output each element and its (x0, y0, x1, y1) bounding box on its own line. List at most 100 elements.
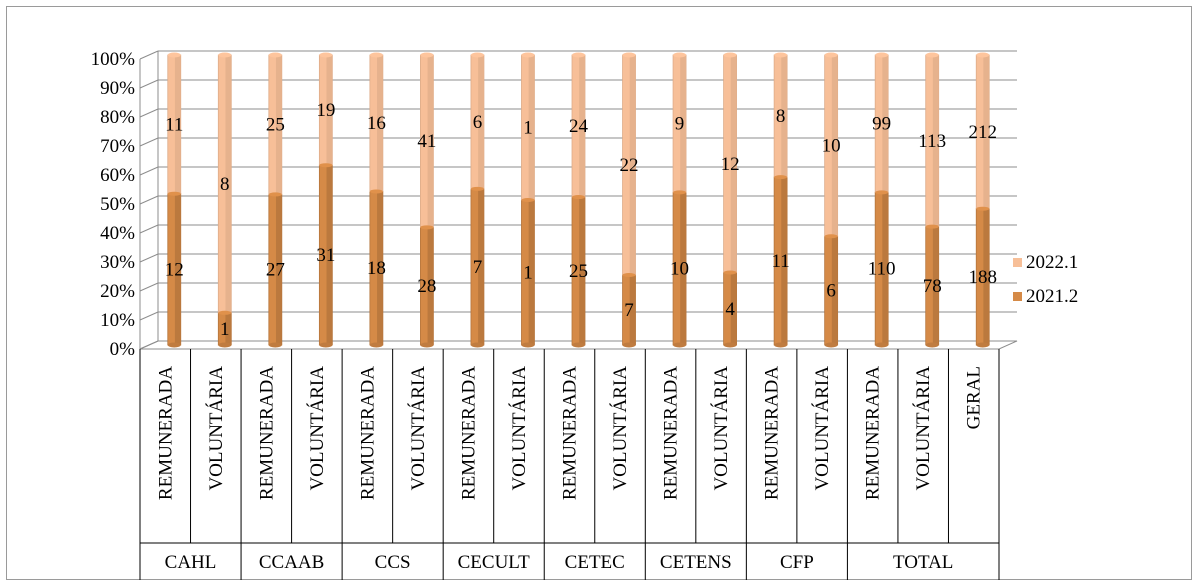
y-tick-label: 90% (100, 78, 135, 99)
data-label-2021-2: 6 (826, 281, 836, 302)
x-group-label: CAHL (165, 552, 217, 573)
bar-2022-1-top (824, 52, 838, 58)
bar-2021-2-base (723, 342, 737, 348)
bar-2022-1-top (976, 52, 990, 58)
data-label-2021-2: 11 (771, 251, 789, 272)
bar-2022-1-top (572, 52, 585, 58)
side-wall-gridline (139, 108, 159, 118)
bar-segment-joint (218, 310, 232, 315)
x-category-label: REMUNERADA (256, 366, 277, 500)
x-category-label: VOLUNTÁRIA (710, 366, 732, 491)
data-label-2021-2: 12 (165, 259, 184, 280)
data-label-2021-2: 27 (266, 260, 285, 281)
bar-segment-joint (420, 225, 434, 230)
x-category-label: REMUNERADA (762, 366, 783, 500)
bar-2022-1-top (521, 52, 535, 58)
x-category-label: REMUNERADA (863, 366, 884, 500)
bar-2021-2-shade (932, 226, 939, 345)
bar-segment-joint (976, 206, 990, 211)
bar-2021-2-shade (174, 193, 181, 345)
bar-2021-2-shade (983, 208, 990, 345)
bar-2021-2-base (824, 342, 838, 348)
data-label-2021-2: 31 (316, 245, 335, 266)
bar-2022-1-top (420, 52, 434, 58)
bar-2021-2-base (673, 342, 687, 348)
data-label-2022-1: 11 (165, 114, 183, 135)
y-tick-label: 60% (100, 165, 135, 186)
bar-2022-1-top (774, 52, 788, 58)
data-label-2022-1: 8 (776, 106, 786, 127)
bar-2021-2-shade (680, 192, 687, 345)
data-label-2021-2: 110 (868, 259, 896, 280)
data-label-2022-1: 10 (822, 136, 841, 157)
bar-2021-2-shade (275, 194, 282, 345)
data-label-2021-2: 28 (417, 276, 436, 297)
x-category-label: REMUNERADA (661, 366, 682, 500)
x-category-label: VOLUNTÁRIA (508, 366, 530, 491)
x-category-label: REMUNERADA (155, 366, 176, 500)
bar-segment-joint (824, 234, 838, 239)
x-category-label: REMUNERADA (560, 366, 581, 500)
data-label-2022-1: 24 (569, 116, 589, 137)
y-tick-label: 100% (91, 49, 136, 70)
data-label-2021-2: 1 (523, 263, 533, 284)
x-group-label: CCAAB (259, 552, 324, 573)
data-label-2022-1: 41 (417, 131, 436, 152)
bar-2022-1-top (218, 52, 232, 58)
data-label-2022-1: 212 (968, 122, 997, 143)
bar-2021-2-base (521, 342, 535, 348)
x-category-label: VOLUNTÁRIA (609, 366, 631, 491)
legend-swatch (1013, 292, 1022, 301)
bar-2022-1-top (470, 52, 484, 58)
bar-segment-joint (268, 192, 282, 197)
bar-2022-1-shade (174, 55, 181, 194)
side-wall-gridline (139, 224, 159, 234)
bar-2021-2-shade (579, 197, 585, 345)
data-label-2022-1: 113 (918, 131, 946, 152)
bar-2021-2-shade (478, 188, 484, 345)
x-group-label: CETENS (660, 552, 732, 573)
bar-2022-1-top (673, 52, 687, 58)
bar-2022-1-shade (579, 55, 585, 198)
data-label-2022-1: 25 (266, 115, 285, 136)
x-group-label: TOTAL (893, 552, 953, 573)
x-category-label: VOLUNTÁRIA (205, 366, 227, 491)
bar-2021-2-shade (831, 236, 838, 345)
bar-2022-1-shade (983, 55, 990, 209)
data-label-2021-2: 18 (367, 258, 386, 279)
bar-2021-2-base (925, 342, 939, 348)
bar-2021-2-base (420, 342, 434, 348)
bar-segment-joint (369, 189, 383, 194)
bar-2021-2-shade (427, 227, 434, 345)
data-label-2022-1: 6 (473, 112, 483, 133)
x-category-label: REMUNERADA (357, 366, 378, 500)
bar-2021-2-base (976, 342, 990, 348)
bar-segment-joint (673, 190, 687, 195)
bar-2022-1-shade (326, 55, 333, 166)
bar-segment-joint (774, 175, 788, 180)
y-tick-label: 70% (100, 136, 135, 157)
bar-2022-1-top (167, 52, 181, 58)
bar-2022-1-shade (377, 55, 383, 192)
data-label-2022-1: 9 (675, 114, 685, 135)
data-label-2022-1: 8 (220, 174, 230, 195)
data-label-2021-2: 10 (670, 259, 689, 280)
data-label-2021-2: 7 (473, 257, 483, 278)
bar-2021-2-base (319, 342, 333, 348)
x-category-label: VOLUNTÁRIA (407, 366, 429, 491)
legend-label: 2022.1 (1026, 252, 1078, 273)
bar-segment-joint (925, 224, 939, 229)
bar-2022-1-shade (932, 55, 939, 227)
data-label-2022-1: 19 (316, 100, 335, 121)
side-wall-gridline (139, 79, 159, 89)
bar-segment-joint (622, 273, 636, 277)
bar-2022-1-shade (781, 55, 788, 178)
bar-segment-joint (167, 191, 181, 196)
bar-2021-2-base (218, 342, 232, 348)
data-label-2022-1: 99 (872, 114, 891, 135)
chart-frame (6, 6, 1192, 580)
side-wall-gridline (139, 166, 159, 176)
x-category-label: VOLUNTÁRIA (912, 366, 934, 491)
y-tick-label: 0% (110, 339, 136, 360)
